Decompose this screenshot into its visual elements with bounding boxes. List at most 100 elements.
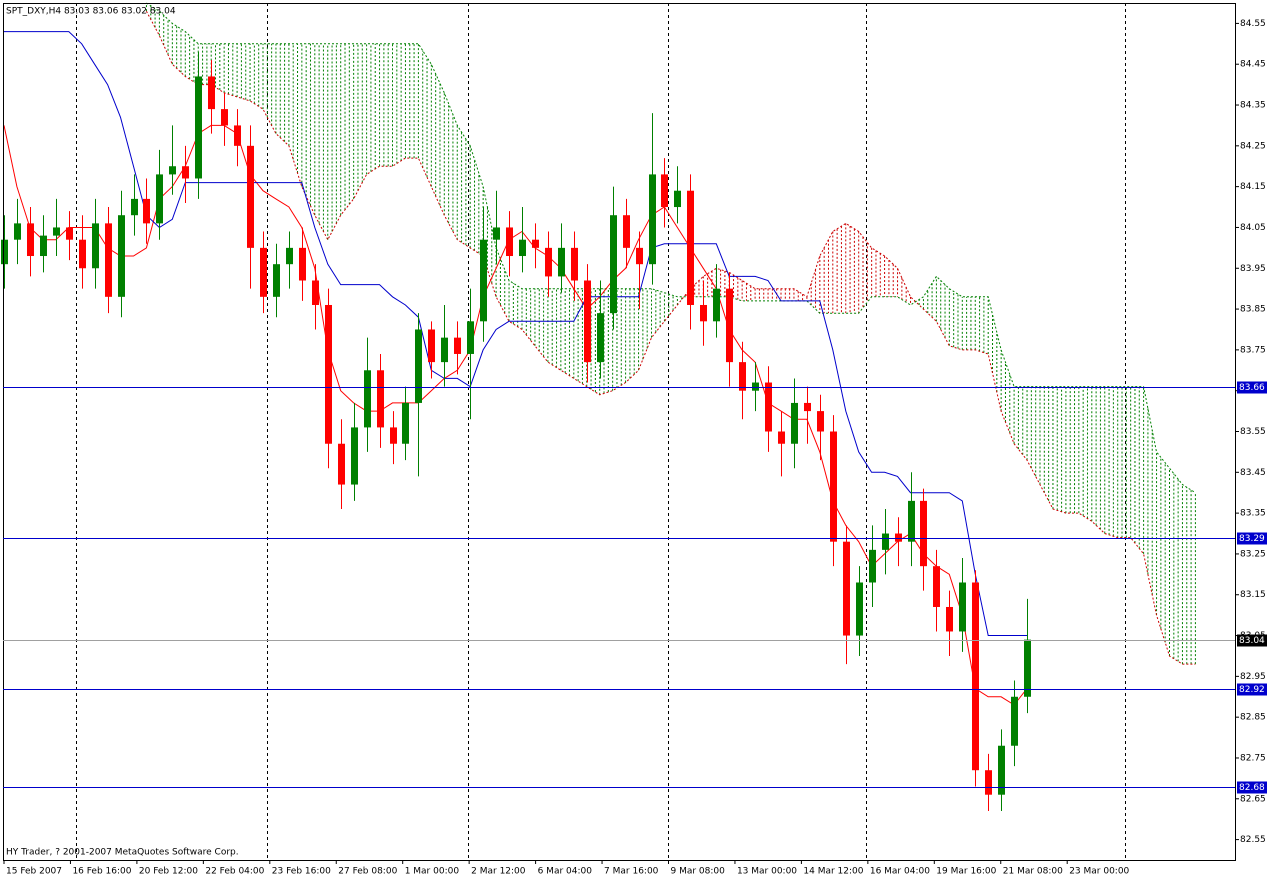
candle-body — [105, 223, 112, 297]
y-tick-label: 82.75 — [1240, 753, 1266, 763]
y-tick-label: 83.75 — [1240, 345, 1266, 355]
candle-body — [156, 174, 163, 224]
x-tick-label: 7 Mar 16:00 — [604, 867, 659, 877]
y-tick-label: 83.95 — [1240, 264, 1266, 274]
candle-body — [817, 411, 824, 432]
candle-body — [804, 402, 811, 412]
level-label: 83.66 — [1239, 383, 1265, 393]
candle-body — [843, 541, 850, 636]
x-tick-label: 23 Mar 00:00 — [1069, 867, 1129, 877]
candle-body — [14, 223, 21, 240]
y-tick-label: 83.55 — [1240, 427, 1266, 437]
level-label-box — [1237, 781, 1267, 794]
y-tick-label: 84.35 — [1240, 101, 1266, 111]
candle-body — [364, 370, 371, 428]
x-tick-label: 27 Feb 08:00 — [338, 867, 397, 877]
x-tick-label: 16 Feb 16:00 — [72, 867, 131, 877]
candle-body — [700, 304, 707, 322]
candle-body — [27, 223, 34, 257]
candle-body — [791, 402, 798, 444]
y-tick-label: 84.45 — [1240, 60, 1266, 70]
candle-body — [856, 582, 863, 636]
level-label: 83.29 — [1239, 534, 1265, 544]
candle-body — [312, 280, 319, 305]
candle-body — [221, 109, 228, 126]
candle-body — [610, 215, 617, 314]
candle-body — [377, 370, 384, 428]
candle-body — [169, 166, 176, 175]
y-tick-label: 84.25 — [1240, 141, 1266, 151]
y-tick-label: 84.05 — [1240, 223, 1266, 233]
y-tick-label: 82.65 — [1240, 794, 1266, 804]
price-label-box — [1237, 634, 1267, 647]
candle-body — [260, 247, 267, 297]
candle-body — [131, 198, 138, 216]
candle-body — [765, 382, 772, 432]
y-tick-label: 83.25 — [1240, 549, 1266, 559]
candle-body — [454, 337, 461, 354]
candle-body — [597, 313, 604, 363]
candle-body — [325, 304, 332, 444]
candle-body — [493, 227, 500, 240]
cloud-line — [146, 2, 1196, 494]
candle-body — [946, 606, 953, 632]
x-tick-label: 20 Feb 12:00 — [139, 867, 198, 877]
candle-body — [66, 227, 73, 240]
candle-body — [299, 247, 306, 281]
candle-body — [571, 247, 578, 281]
x-tick-label: 1 Mar 00:00 — [405, 867, 460, 877]
candle-body — [247, 145, 254, 248]
level-label-box — [1237, 683, 1267, 696]
x-tick-label: 15 Feb 2007 — [6, 867, 62, 877]
candle-body — [79, 239, 86, 269]
candle-body — [506, 227, 513, 257]
x-tick-label: 22 Feb 04:00 — [205, 867, 264, 877]
y-tick-label: 82.55 — [1240, 835, 1266, 845]
candle-body — [195, 76, 202, 179]
level-label: 82.68 — [1239, 783, 1265, 793]
candle-body — [920, 500, 927, 567]
candle-body — [726, 288, 733, 363]
candle-body — [532, 239, 539, 248]
candle-body — [558, 247, 565, 277]
candle-body — [778, 431, 785, 444]
candle-body — [92, 223, 99, 269]
candle-body — [53, 227, 60, 236]
candle-body — [998, 745, 1005, 795]
candle-body — [545, 247, 552, 277]
candle-body — [143, 198, 150, 224]
candle-body — [972, 582, 979, 771]
plot — [1, 2, 1196, 812]
level-label: 82.92 — [1239, 685, 1265, 695]
candle-body — [234, 125, 241, 146]
x-tick-label: 14 Mar 12:00 — [803, 867, 863, 877]
candle-body — [441, 337, 448, 363]
candle-body — [1, 239, 8, 265]
candle-body — [480, 239, 487, 322]
candle-body — [1024, 639, 1031, 697]
candle-body — [636, 247, 643, 265]
candle-body — [649, 174, 656, 265]
indicator-line — [4, 31, 1027, 636]
candle-body — [519, 239, 526, 257]
candle-body — [661, 174, 668, 208]
x-tick-label: 19 Mar 16:00 — [936, 867, 996, 877]
y-tick-label: 83.15 — [1240, 590, 1266, 600]
x-tick-label: 2 Mar 12:00 — [471, 867, 526, 877]
price-label: 83.04 — [1239, 636, 1265, 646]
candle-body — [674, 190, 681, 208]
level-label-box — [1237, 532, 1267, 545]
level-label-box — [1237, 381, 1267, 394]
y-tick-label: 82.95 — [1240, 672, 1266, 682]
candle-body — [985, 770, 992, 795]
x-tick-label: 16 Mar 04:00 — [870, 867, 930, 877]
candle-body — [623, 215, 630, 248]
x-tick-label: 9 Mar 08:00 — [671, 867, 726, 877]
candle-body — [351, 427, 358, 485]
y-tick-label: 83.35 — [1240, 509, 1266, 519]
candle-body — [467, 321, 474, 354]
candle-body — [713, 288, 720, 322]
x-tick-label: 23 Feb 16:00 — [272, 867, 331, 877]
x-tick-label: 6 Mar 04:00 — [538, 867, 593, 877]
